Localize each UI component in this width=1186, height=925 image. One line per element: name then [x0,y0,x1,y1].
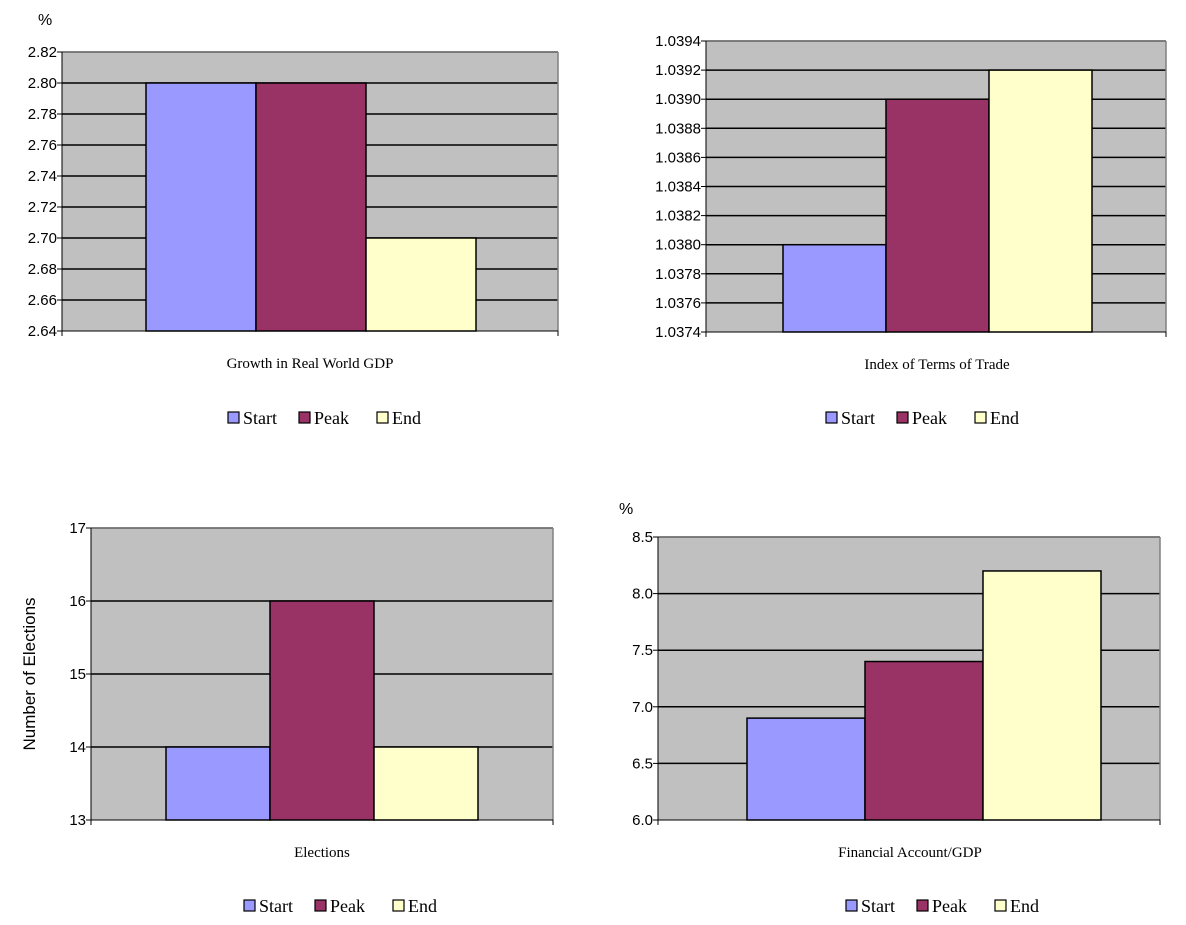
legend-swatch-end [376,411,389,424]
legend-label-peak: Peak [912,408,947,428]
legend-swatch-peak [298,411,311,424]
legend-swatch-peak [314,899,327,912]
legend-label-peak: Peak [330,896,365,916]
bar-end [988,69,1093,333]
y-tick-label: 2.64 [28,323,57,340]
legend-label-end: End [990,408,1019,428]
legend-label-end: End [1010,896,1039,916]
y-tick-label: 1.0384 [655,179,701,196]
y-tick-label: 2.70 [28,230,57,247]
y-tick-label: 2.78 [28,106,57,123]
y-tick-label: 7.0 [632,699,653,716]
bar-peak [255,82,367,332]
legend-label-start: Start [841,408,875,428]
bar-start [746,717,866,821]
bar-peak [269,600,375,821]
y-tick-label: 2.82 [28,44,57,61]
y-tick-label: 1.0376 [655,295,701,312]
y-tick-label: 1.0388 [655,120,701,137]
y-tick-label: 2.68 [28,261,57,278]
bar-start [165,746,271,821]
legend-swatch-end [994,899,1007,912]
y-tick-label: 1.0380 [655,237,701,254]
bar-peak [885,98,990,333]
bar-peak [864,660,984,821]
y-tick-label: 2.72 [28,199,57,216]
y-tick-label: 1.0386 [655,149,701,166]
y-tick-label: 1.0392 [655,62,701,79]
y-tick-label: 13 [69,812,86,829]
x-axis-label: Growth in Real World GDP [227,356,394,372]
bar-end [373,746,479,821]
y-tick-label: 14 [69,739,86,756]
y-tick-label: 8.0 [632,586,653,603]
y-tick-label: 1.0390 [655,91,701,108]
y-tick-label: 15 [69,666,86,683]
y-tick-label: 6.5 [632,755,653,772]
legend-label-start: Start [243,408,277,428]
unit-label: % [38,12,52,29]
y-tick-label: 1.0374 [655,324,701,341]
legend-swatch-peak [916,899,929,912]
y-tick-label: 7.5 [632,642,653,659]
y-tick-label: 2.80 [28,75,57,92]
x-axis-label: Index of Terms of Trade [864,357,1010,373]
unit-label: % [619,501,633,518]
legend-swatch-start [227,411,240,424]
legend-swatch-start [825,411,838,424]
y-tick-label: 2.74 [28,168,57,185]
legend-swatch-end [392,899,405,912]
legend-swatch-end [974,411,987,424]
y-tick-label: 1.0382 [655,208,701,225]
legend-label-end: End [408,896,437,916]
y-tick-label: 16 [69,593,86,610]
legend-label-peak: Peak [314,408,349,428]
legend-swatch-start [845,899,858,912]
y-tick-label: 8.5 [632,529,653,546]
y-tick-label: 2.66 [28,292,57,309]
bar-end [982,570,1102,821]
y-tick-label: 1.0394 [655,33,701,50]
y-tick-label: 6.0 [632,812,653,829]
legend-swatch-start [243,899,256,912]
legend-swatch-peak [896,411,909,424]
y-axis-label: Number of Elections [20,597,39,750]
x-axis-label: Financial Account/GDP [838,845,982,861]
bar-start [782,243,887,333]
legend-label-start: Start [861,896,895,916]
x-axis-label: Elections [294,845,350,861]
bar-start [145,82,257,332]
y-tick-label: 2.76 [28,137,57,154]
y-tick-label: 17 [69,520,86,537]
legend-label-end: End [392,408,421,428]
legend-label-peak: Peak [932,896,967,916]
y-tick-label: 1.0378 [655,266,701,283]
legend-label-start: Start [259,896,293,916]
bar-end [365,237,477,332]
